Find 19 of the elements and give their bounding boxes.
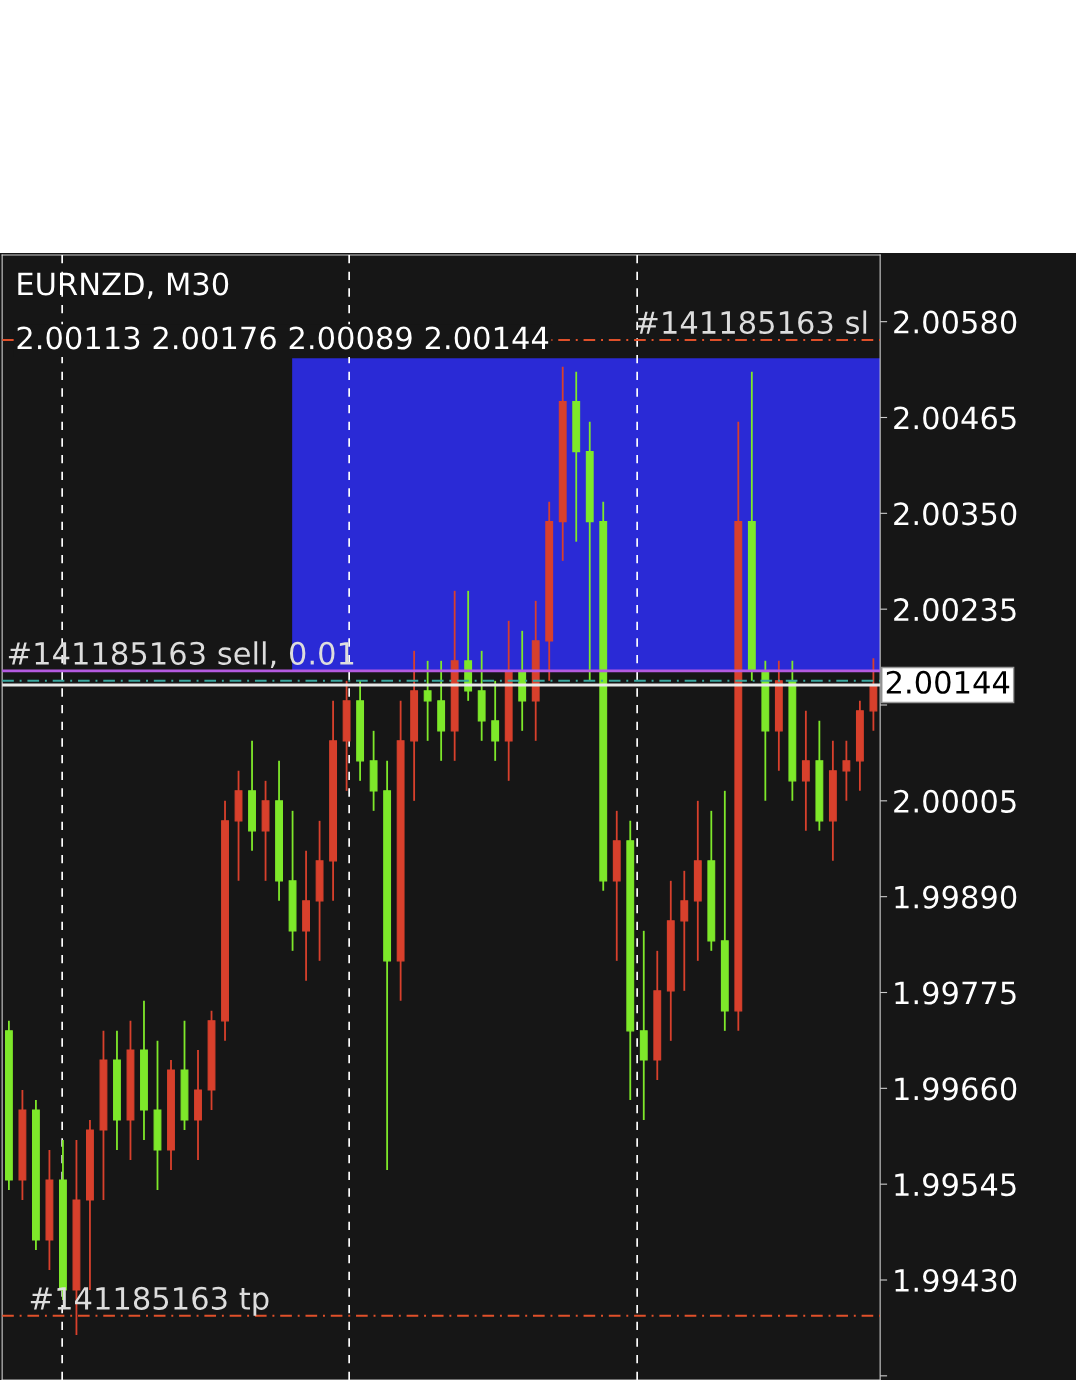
y-tick-label: 2.00235 <box>894 598 1016 622</box>
ref-line-label: #141185163 sl <box>636 310 867 335</box>
candlestick <box>423 659 432 742</box>
ref-line-label: 2.00144 <box>886 670 1010 694</box>
y-tick-label: 2.00005 <box>894 789 1016 813</box>
y-tick-label: 2.00465 <box>894 406 1016 430</box>
y-tick-label: 2.00350 <box>894 502 1017 526</box>
y-tick-label: 1.99890 <box>895 885 1017 909</box>
y-tick-label: 1.99430 <box>895 1268 1017 1293</box>
candlestick <box>842 739 851 802</box>
y-tick-label: 1.99660 <box>895 1077 1017 1101</box>
chart-title: EURNZD, M30 <box>18 272 229 299</box>
y-tick-label: 1.99545 <box>895 1173 1016 1197</box>
y-tick-label: 1.99775 <box>895 981 1016 1005</box>
candlestick <box>491 679 500 762</box>
candlestick <box>801 709 810 832</box>
y-tick-label: 2.00580 <box>894 310 1017 334</box>
candlestick <box>680 869 689 992</box>
text: 2.00113 2.00176 2.00089 2.00144 <box>17 326 549 350</box>
